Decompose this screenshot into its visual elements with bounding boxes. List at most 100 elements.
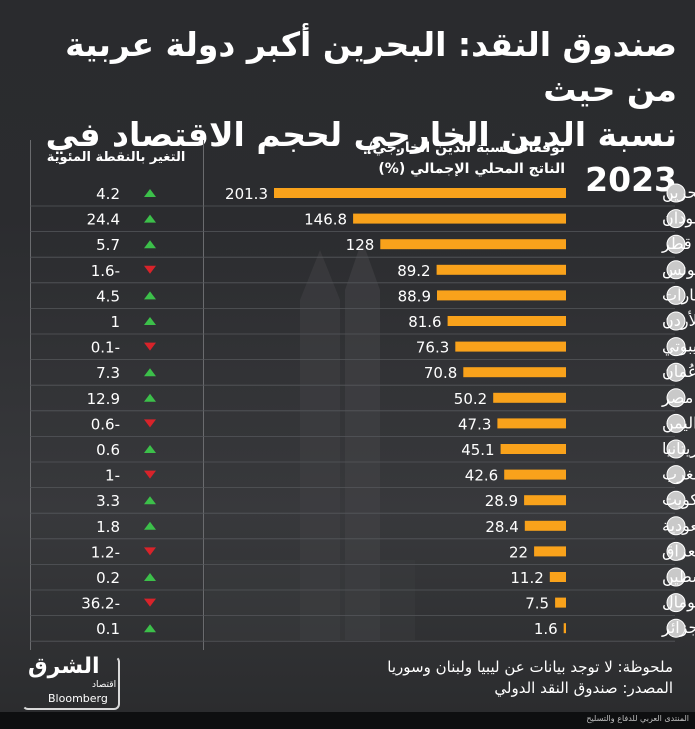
change-value-label: 1.8 [96,518,120,536]
bar [497,418,566,429]
bar-value-label: 50.2 [454,390,487,408]
up-arrow-icon [144,445,156,453]
up-arrow-icon [144,368,156,377]
country-label: فلسطين [662,567,695,587]
up-arrow-icon [144,317,156,325]
bar-value-label: 81.6 [408,313,441,331]
down-arrow-icon [144,419,156,428]
change-value-label: 0.1 [96,620,120,638]
bar-value-label: 22 [509,543,528,561]
bar [524,520,566,531]
change-value-label: 1- [105,467,120,485]
bar [274,188,566,198]
country-flag-icon [666,413,686,433]
country-flag-icon [666,285,686,305]
country-label: عُمان [662,362,695,381]
bar [463,367,566,378]
country-label: السعودية [662,516,695,536]
change-value-label: 1.6- [91,262,120,280]
logo-sub-text: اقتصاد [92,680,117,690]
logo-partner-text: Bloomberg [48,692,108,705]
change-value-label: 24.4 [87,211,120,229]
up-arrow-icon [144,214,156,223]
bar [549,572,566,582]
bar-header-line-1: توقعات نسبة الدين الخارجي/ [367,140,565,156]
bar-value-label: 45.1 [461,441,494,459]
country-label: الكويت [662,490,695,510]
change-value-label: 7.3 [96,364,120,382]
bar-value-label: 88.9 [398,287,431,305]
country-flag-icon [666,234,686,254]
country-flag-icon [666,337,686,357]
change-value-label: 0.6- [91,415,120,433]
up-arrow-icon [144,189,156,197]
skyline-shape [205,560,415,640]
bar-value-label: 70.8 [424,364,457,382]
bar-value-label: 201.3 [225,185,268,203]
bar-value-label: 7.5 [525,595,549,613]
down-arrow-icon [144,470,156,479]
country-flag-icon [666,567,686,587]
bar-value-label: 89.2 [397,262,430,280]
country-flag-icon [666,388,686,408]
title-line-2: نسبة الدين الخارجي لحجم الاقتصاد في 2023 [45,115,677,199]
country-flag-icon [666,490,686,510]
bar-value-label: 28.4 [485,518,518,536]
up-arrow-icon [144,573,156,581]
country-label: العراق [662,541,695,561]
country-flag-icon [666,439,686,459]
country-flag-icon [666,593,686,613]
logo-frame [22,656,120,710]
change-value-label: 0.1- [91,339,120,357]
bar [380,239,566,250]
country-flag-icon [666,516,686,536]
footer-watermark-text: المنتدى العربي للدفاع والتسليح [586,714,689,723]
bar [500,444,566,454]
country-label: موريتانيا [662,439,695,459]
tower-right-shape [345,240,380,640]
footer-bar: المنتدى العربي للدفاع والتسليح [0,712,695,729]
bar [436,264,566,275]
change-value-label: 0.2 [96,569,120,587]
country-flag-icon [666,362,686,382]
bar [534,546,566,557]
change-value-label: 0.6 [96,441,120,459]
country-label: السودان [662,209,695,229]
up-arrow-icon [144,496,156,505]
change-value-label: 4.2 [96,185,120,203]
bar-value-label: 76.3 [416,339,449,357]
tower-left-shape [300,250,340,640]
logo-main-text: الشرق [28,654,100,679]
country-label: الجزائر [661,618,695,638]
bar-value-label: 47.3 [458,415,491,433]
bar [437,290,566,301]
up-arrow-icon [144,240,156,249]
change-column-header: التغير بالنقطة المئوية [46,150,186,165]
title-line-1: صندوق النقد: البحرين أكبر دولة عربية من … [65,25,677,109]
country-label: المغرب [662,465,695,485]
country-flag-icon [666,618,686,638]
down-arrow-icon [144,547,156,556]
bar [493,392,566,403]
bar-header-line-2: الناتج المحلي الإجمالي (%) [378,161,565,177]
down-arrow-icon [144,598,156,607]
country-flag-icon [666,465,686,485]
change-value-label: 3.3 [96,492,120,510]
change-value-label: 4.5 [96,287,120,305]
country-flag-icon [666,260,686,280]
bar-column-header: توقعات نسبة الدين الخارجي/ الناتج المحلي… [335,138,565,180]
change-value-label: 5.7 [96,236,120,254]
country-flag-icon [666,209,686,229]
country-label: البحرين [662,183,695,203]
up-arrow-icon [144,521,156,530]
country-label: الإمارات [662,285,695,305]
asharq-logo: الشرق اقتصاد Bloomberg [14,648,124,710]
bar [447,316,566,326]
chart-title: صندوق النقد: البحرين أكبر دولة عربية من … [17,22,677,202]
bar [524,495,566,506]
country-flag-icon [666,311,686,331]
change-value-label: 1.2- [91,543,120,561]
bar [455,341,566,352]
